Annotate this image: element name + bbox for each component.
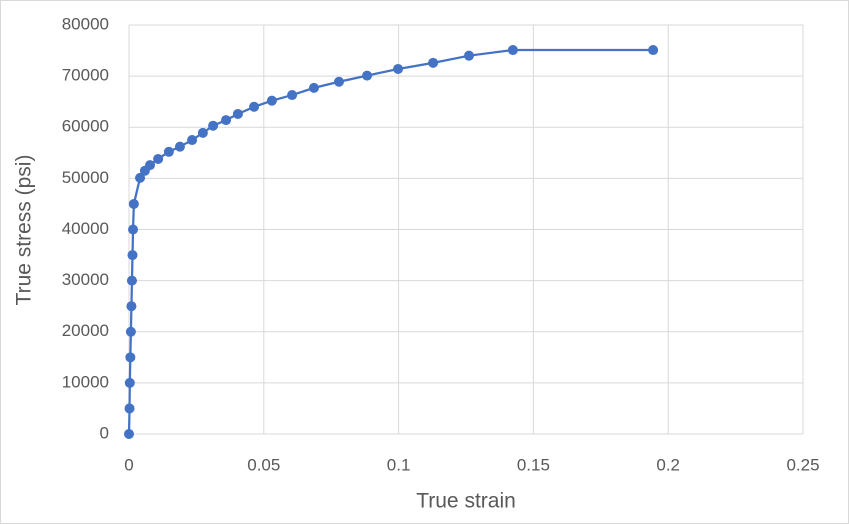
data-point xyxy=(393,63,404,74)
y-tick-label: 30000 xyxy=(62,270,109,289)
data-point xyxy=(463,50,474,61)
data-point xyxy=(187,135,198,146)
y-tick-label: 50000 xyxy=(62,168,109,187)
data-point xyxy=(507,45,518,56)
data-point xyxy=(124,377,135,388)
x-tick-label: 0.25 xyxy=(786,455,819,474)
data-point xyxy=(145,160,156,171)
data-point xyxy=(334,76,345,87)
data-point xyxy=(124,429,134,439)
data-point xyxy=(428,57,439,68)
data-point xyxy=(128,224,139,235)
data-point xyxy=(249,101,260,112)
y-tick-label: 80000 xyxy=(62,14,109,33)
data-point xyxy=(125,326,136,337)
y-tick-label: 0 xyxy=(100,423,109,442)
y-tick-label: 20000 xyxy=(62,321,109,340)
data-point xyxy=(128,198,139,209)
x-axis-title: True strain xyxy=(416,490,516,513)
x-tick-label: 0 xyxy=(124,455,133,474)
x-tick-label: 0.2 xyxy=(656,455,680,474)
data-point xyxy=(125,352,136,363)
data-point xyxy=(266,95,277,106)
data-point xyxy=(197,127,208,138)
x-tick-label: 0.15 xyxy=(517,455,550,474)
data-point xyxy=(208,120,219,131)
data-point xyxy=(127,250,138,261)
data-point xyxy=(648,45,659,56)
data-point xyxy=(135,172,146,183)
y-tick-label: 60000 xyxy=(62,117,109,136)
data-point xyxy=(153,153,164,164)
data-point xyxy=(163,146,174,157)
y-tick-label: 10000 xyxy=(62,372,109,391)
data-point xyxy=(126,301,137,312)
data-point xyxy=(174,141,185,152)
data-point xyxy=(221,115,232,126)
data-point xyxy=(124,403,135,414)
x-tick-label: 0.1 xyxy=(387,455,411,474)
x-tick-label: 0.05 xyxy=(247,455,280,474)
data-point xyxy=(232,108,243,119)
y-axis-title: True stress (psi) xyxy=(13,155,36,306)
data-point xyxy=(308,82,319,93)
data-point xyxy=(287,90,298,101)
y-tick-label: 40000 xyxy=(62,219,109,238)
data-point xyxy=(362,70,373,81)
y-tick-label: 70000 xyxy=(62,66,109,85)
data-point xyxy=(126,275,137,286)
